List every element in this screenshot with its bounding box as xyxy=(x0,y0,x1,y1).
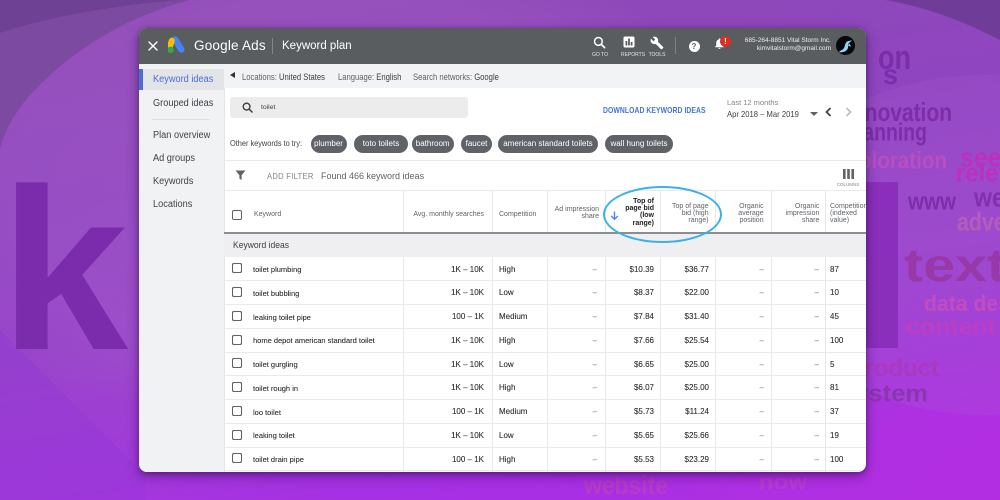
svg-text:data des: data des xyxy=(924,291,1000,316)
svg-text:website: website xyxy=(583,470,668,500)
svg-text:seeking: seeking xyxy=(960,143,1000,173)
svg-text:advert: advert xyxy=(957,207,1000,237)
svg-text:relevance: relevance xyxy=(956,158,1000,188)
svg-text:now: now xyxy=(759,472,808,494)
svg-text:content: content xyxy=(906,314,996,340)
svg-text:on: on xyxy=(878,39,911,77)
svg-text:texti: texti xyxy=(904,239,1000,291)
svg-text:k: k xyxy=(0,141,129,398)
svg-text:web: web xyxy=(973,183,1000,213)
svg-text:www: www xyxy=(907,189,956,216)
svg-text:s: s xyxy=(883,59,898,90)
